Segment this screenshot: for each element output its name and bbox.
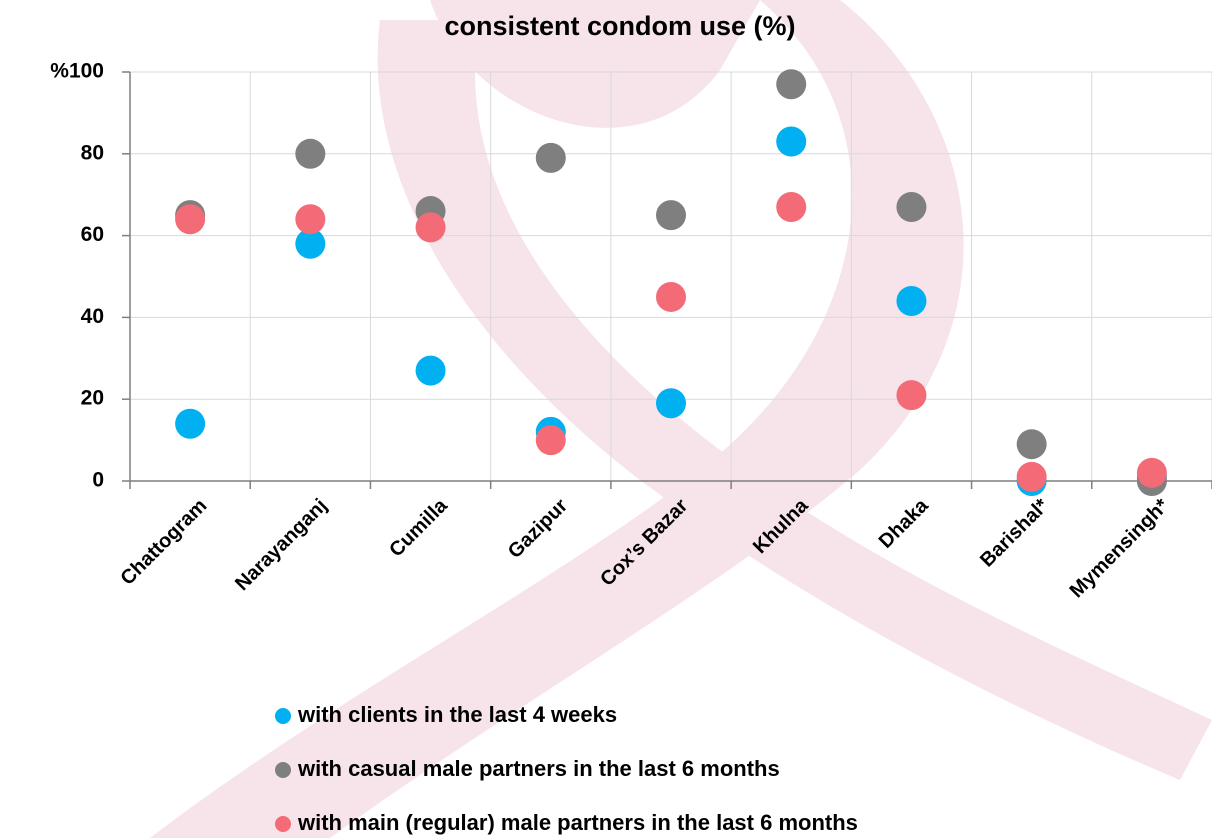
dot: [776, 127, 806, 157]
dot: [896, 286, 926, 316]
x-tick-label: Dhaka: [875, 494, 934, 553]
y-tick-label: 0: [92, 469, 104, 492]
dot: [776, 192, 806, 222]
chart: consistent condom use (%) 0 20 40 60 80 %100 C…: [0, 0, 1212, 838]
dot: [776, 69, 806, 99]
x-tick-label: Chattogram: [116, 495, 211, 590]
dot: [896, 380, 926, 410]
dot: [295, 139, 325, 169]
dot: [1017, 429, 1047, 459]
legend-label: with casual male partners in the last 6 …: [297, 756, 780, 781]
legend-marker: [275, 816, 291, 832]
dot: [656, 200, 686, 230]
dot: [536, 425, 566, 455]
y-tick-label: 60: [81, 223, 104, 246]
legend-label: with clients in the last 4 weeks: [297, 702, 617, 727]
x-tick-label: Gazipur: [504, 495, 572, 563]
x-tick-label: Cumilla: [385, 494, 452, 561]
y-tick-label: %100: [50, 60, 104, 83]
dot: [896, 192, 926, 222]
y-tick-label: 40: [81, 305, 104, 328]
x-tick-label: Barishal*: [976, 495, 1053, 572]
dot: [656, 282, 686, 312]
dot: [175, 409, 205, 439]
dot: [175, 204, 205, 234]
dot: [416, 356, 446, 386]
dot: [1017, 462, 1047, 492]
y-tick-label: 20: [81, 387, 104, 410]
dot: [536, 143, 566, 173]
dot: [416, 212, 446, 242]
chart-title: consistent condom use (%): [444, 11, 795, 41]
dot: [1137, 458, 1167, 488]
x-tick-label: Narayanganj: [231, 495, 331, 595]
legend-label: with main (regular) male partners in the…: [297, 810, 858, 835]
dot: [295, 204, 325, 234]
legend-marker: [275, 762, 291, 778]
x-tick-label: Mymensingh*: [1066, 495, 1174, 603]
y-tick-label: 80: [81, 141, 104, 164]
legend-marker: [275, 708, 291, 724]
dot: [656, 388, 686, 418]
